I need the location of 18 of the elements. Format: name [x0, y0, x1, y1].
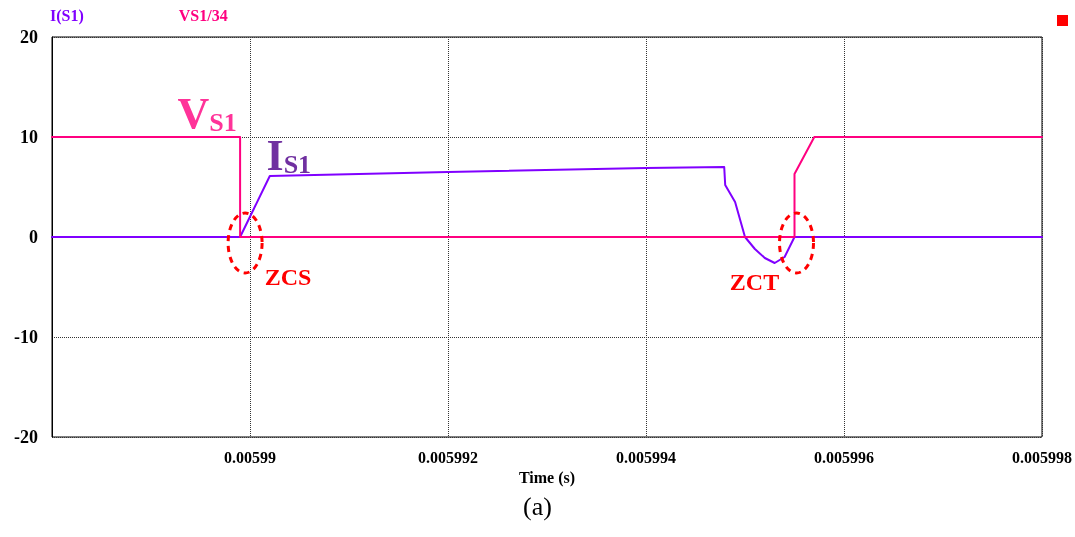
x-tick-label: 0.00599 [224, 448, 276, 466]
annotation: VS1 [177, 88, 237, 138]
y-tick-label: -20 [14, 427, 38, 447]
annotation: ZCT [729, 269, 780, 295]
x-axis-title: Time (s) [518, 469, 576, 488]
x-tick-label: 0.005992 [418, 448, 478, 466]
text: I(S1) [50, 6, 84, 25]
annotation: ZCS [264, 264, 312, 290]
x-tick-label: 0.005996 [814, 448, 874, 466]
y-tick-label: 20 [20, 27, 38, 47]
annotation: IS1 [266, 130, 312, 180]
y-tick-label: 10 [20, 127, 38, 147]
y-tick-label: 0 [29, 227, 38, 247]
x-tick-label: 0.005994 [616, 448, 676, 466]
text: VS1/34 [178, 6, 228, 24]
text: (a) [522, 492, 553, 522]
y-tick-label: -10 [14, 327, 38, 347]
x-tick-label: 0.005998 [1012, 448, 1072, 466]
